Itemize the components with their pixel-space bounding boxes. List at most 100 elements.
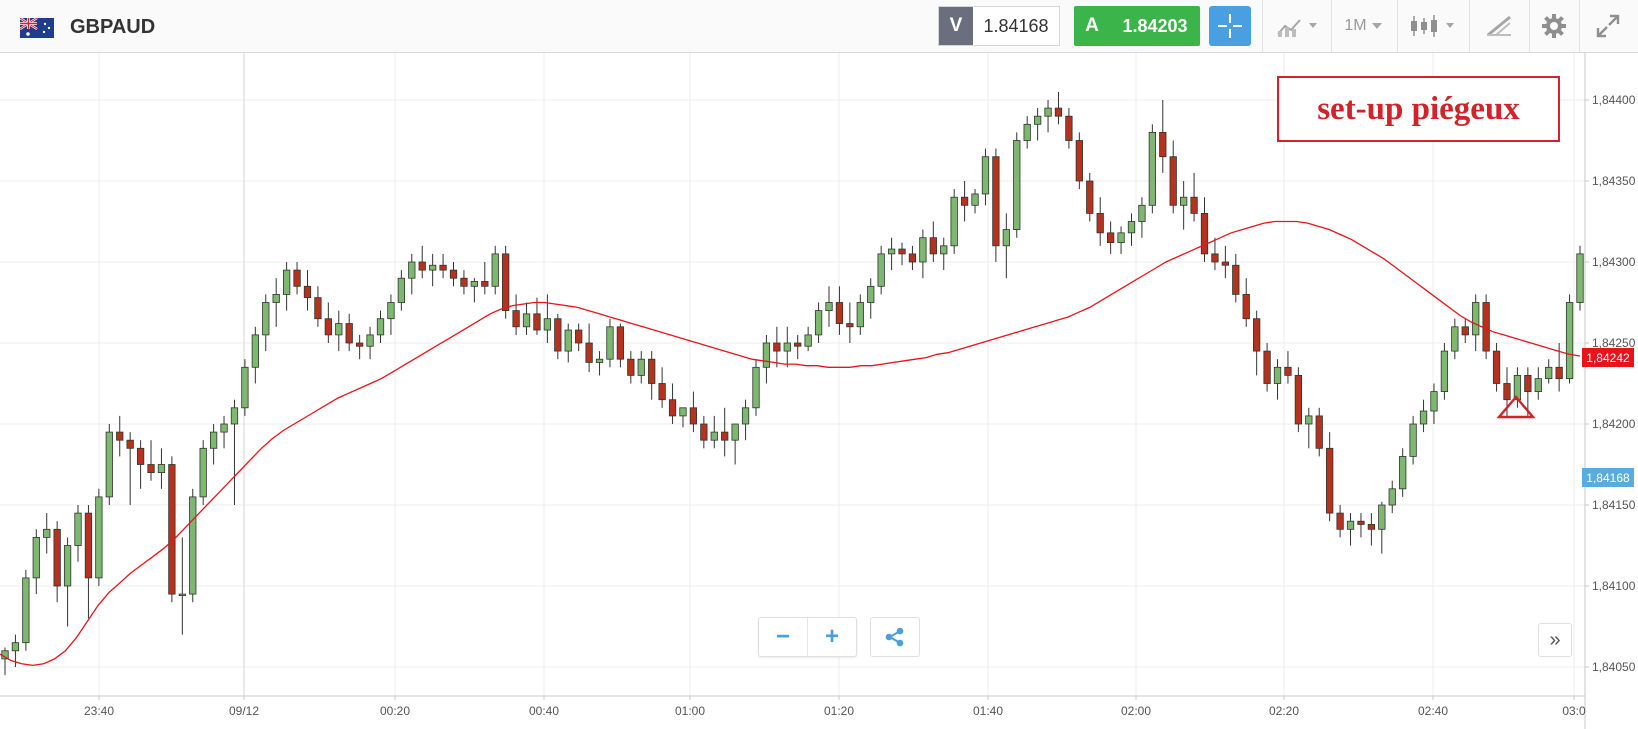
candle: [679, 407, 687, 428]
candle: [1315, 407, 1323, 457]
candle-body-down: [960, 196, 969, 206]
x-tick-label: 02:20: [1269, 704, 1299, 718]
candle: [752, 359, 760, 416]
x-tick-label: 01:20: [824, 704, 854, 718]
candle-body-down: [314, 297, 322, 320]
candle: [1273, 359, 1282, 400]
candle-body-down: [794, 342, 802, 347]
candle: [564, 323, 572, 363]
candle: [1399, 448, 1407, 497]
candle-body-up: [397, 277, 405, 303]
candle-body-up: [1023, 123, 1031, 141]
settings-button[interactable]: [1533, 0, 1575, 52]
candle-body-up: [1127, 221, 1136, 234]
indicators-button[interactable]: [1401, 0, 1465, 52]
candle-body-down: [1503, 383, 1511, 401]
candle: [908, 245, 917, 271]
price-chart[interactable]: 1,84050 1,84100 1,84150 1,84200 1,84250 1,843…: [0, 53, 1638, 729]
candle-body-up: [731, 423, 739, 441]
candle-body-up: [887, 248, 896, 255]
draw-tools-button[interactable]: [1473, 0, 1525, 52]
candle: [533, 297, 541, 335]
scroll-to-latest-button[interactable]: »: [1538, 623, 1572, 657]
candle-body-up: [1002, 229, 1010, 247]
candle-body-down: [1169, 156, 1177, 206]
candle: [209, 424, 218, 465]
candle-body-up: [262, 302, 270, 336]
candle-body-up: [199, 447, 207, 498]
candle-body-up: [189, 496, 197, 595]
candle: [783, 326, 791, 368]
candle-body-up: [1117, 232, 1125, 243]
candle: [616, 323, 625, 368]
zoom-in-button[interactable]: +: [807, 618, 856, 656]
candle-body-up: [491, 253, 499, 287]
candle: [846, 302, 854, 343]
toolbar-divider: [1529, 0, 1530, 52]
candle-body-up: [11, 642, 20, 652]
chart-type-button[interactable]: [1266, 0, 1330, 52]
zoom-out-button[interactable]: −: [775, 623, 790, 650]
sell-price: 1.84168: [983, 15, 1049, 36]
candle-body-down: [1159, 132, 1167, 158]
toolbar-divider: [1262, 0, 1263, 52]
crosshair-button[interactable]: [1209, 6, 1251, 46]
x-tick-label: 03:0: [1562, 704, 1586, 718]
candle-body-up: [564, 329, 572, 352]
candle-body-down: [345, 323, 353, 344]
candle: [1221, 245, 1229, 279]
timeframe-dropdown[interactable]: 1M: [1335, 0, 1393, 52]
candle: [1419, 399, 1428, 433]
candle: [1524, 367, 1532, 416]
candle: [741, 399, 750, 441]
candle: [877, 245, 885, 295]
candle-body-up: [1013, 140, 1021, 230]
candle-body-down: [1253, 318, 1261, 352]
candle-body-down: [773, 342, 781, 352]
candle: [585, 323, 593, 373]
candle: [293, 262, 301, 295]
candle: [126, 432, 134, 505]
candle: [1451, 318, 1459, 360]
candle-body-up: [783, 342, 791, 352]
share-button[interactable]: [870, 617, 920, 657]
candle: [1200, 197, 1209, 262]
candle-body-down: [1524, 374, 1532, 392]
x-tick-label: 01:00: [675, 704, 705, 718]
candle: [898, 242, 906, 266]
candle: [502, 245, 510, 319]
buy-button[interactable]: A 1.84203: [1074, 6, 1200, 46]
candle-body-up: [814, 310, 823, 336]
candle: [1138, 197, 1146, 238]
candle-body-down: [1263, 350, 1271, 384]
chart-grid: [0, 53, 1585, 696]
sell-button[interactable]: V 1.84168: [938, 6, 1060, 46]
y-tick-label: 1,84250: [1592, 336, 1636, 350]
candle-body-down: [1086, 180, 1094, 214]
price-axis-labels: 1,84050 1,84100 1,84150 1,84200 1,84250 1,843…: [1585, 93, 1636, 674]
candle: [1326, 432, 1334, 522]
candle: [595, 351, 604, 376]
candle: [1253, 310, 1261, 376]
candle-body-down: [898, 248, 906, 255]
candle: [522, 302, 531, 335]
candle: [345, 313, 353, 352]
candle-body-down: [1054, 107, 1063, 117]
candles-icon: [1411, 15, 1454, 37]
candle-body-up: [1440, 350, 1449, 393]
candle-body-up: [157, 464, 166, 474]
candle: [1534, 367, 1542, 400]
fullscreen-button[interactable]: [1583, 0, 1633, 52]
candle: [1367, 513, 1376, 546]
flag-gb-au-icon: [19, 16, 54, 38]
chart-type-icon: [1277, 19, 1317, 37]
candle-body-down: [53, 528, 61, 587]
candle: [1472, 294, 1480, 352]
candle-body-down: [1106, 232, 1115, 243]
sell-label: V: [939, 7, 973, 45]
candle: [1461, 318, 1469, 343]
candle-body-up: [606, 326, 614, 360]
instrument-header[interactable]: GBPAUD: [19, 16, 155, 39]
candle-body-up: [971, 193, 979, 206]
candle: [1180, 181, 1188, 230]
